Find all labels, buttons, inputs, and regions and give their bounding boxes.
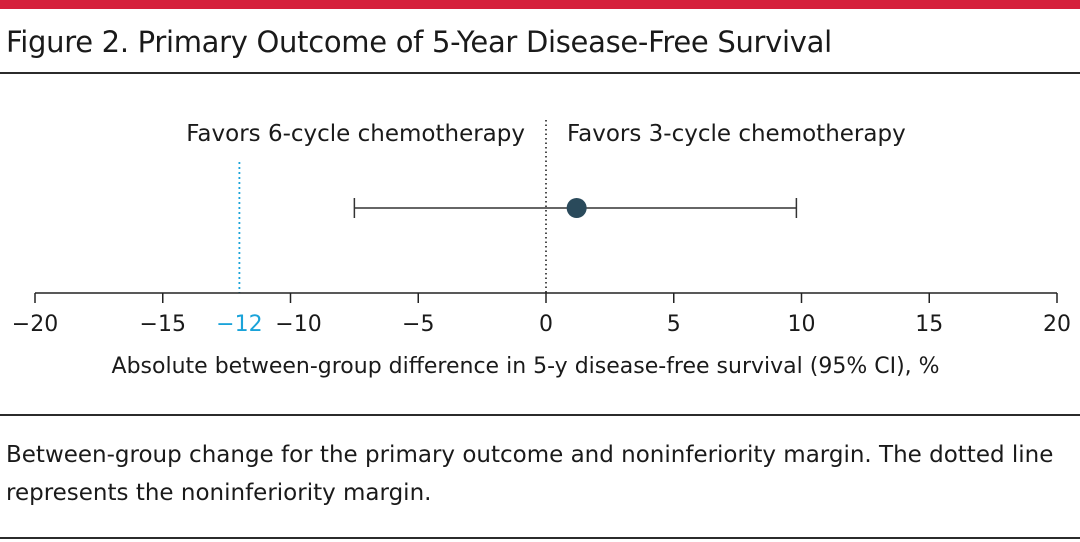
figure-caption: Between-group change for the primary out… <box>6 442 1054 506</box>
x-tick-label: 15 <box>915 312 943 337</box>
noninferiority-margin-label: −12 <box>216 312 262 337</box>
forest-plot: Favors 6-cycle chemotherapy Favors 3-cycl… <box>12 120 1071 379</box>
favors-left-label: Favors 6-cycle chemotherapy <box>186 121 525 147</box>
caption-top-divider <box>0 414 1080 416</box>
header-accent-bar <box>0 0 1080 9</box>
figure-title: Figure 2. Primary Outcome of 5-Year Dise… <box>6 25 832 59</box>
x-tick-label: 10 <box>788 312 816 337</box>
x-tick-label: −20 <box>12 312 58 337</box>
x-tick-label: 5 <box>667 312 681 337</box>
favors-right-label: Favors 3-cycle chemotherapy <box>567 121 906 147</box>
point-estimate <box>566 198 587 218</box>
x-axis-title: Absolute between-group difference in 5-y… <box>112 354 940 379</box>
title-divider <box>0 72 1080 74</box>
x-tick-label: −5 <box>402 312 434 337</box>
x-tick-label: −15 <box>140 312 186 337</box>
x-tick-label: −10 <box>275 312 321 337</box>
caption-bottom-divider <box>0 537 1080 539</box>
x-tick-label: 0 <box>539 312 553 337</box>
x-tick-label: 20 <box>1043 312 1071 337</box>
